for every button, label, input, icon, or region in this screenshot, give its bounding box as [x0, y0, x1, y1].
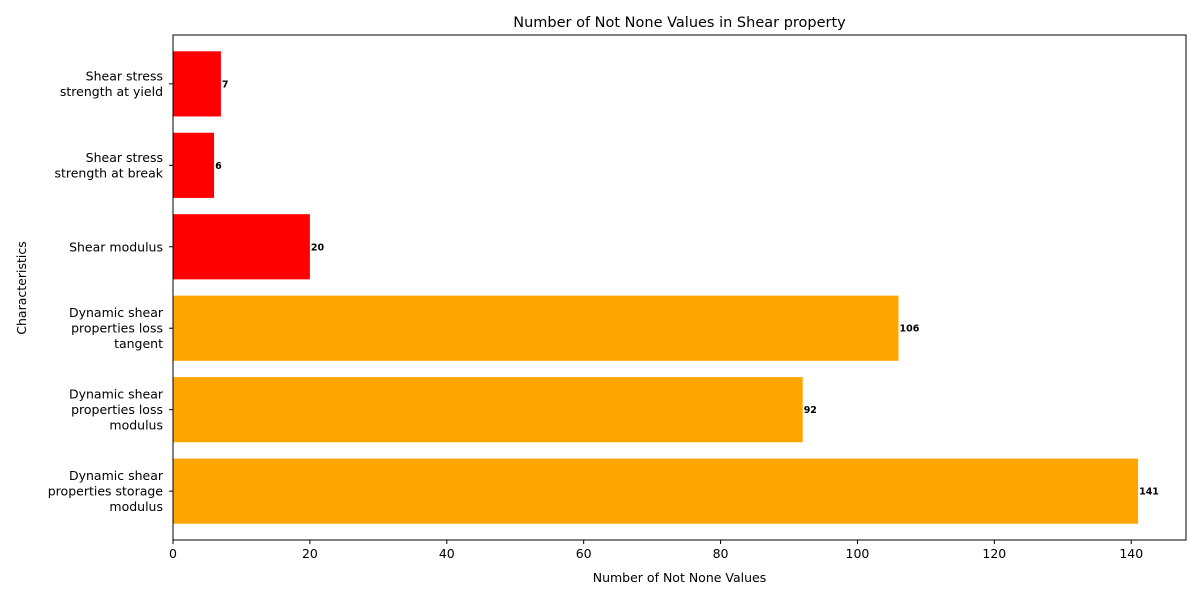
y-tick-label: tangent [114, 336, 163, 351]
bar [173, 214, 310, 280]
x-axis-label: Number of Not None Values [593, 570, 767, 585]
y-tick-label: Shear stress [86, 69, 163, 84]
bar-value-label: 20 [311, 242, 325, 253]
x-tick-label: 40 [439, 546, 455, 561]
bar [173, 51, 221, 117]
bar [173, 458, 1139, 524]
x-tick-label: 20 [302, 546, 318, 561]
y-axis-label: Characteristics [14, 241, 29, 334]
bar-value-label: 6 [215, 161, 222, 172]
bar-value-label: 92 [804, 405, 817, 416]
bar-value-label: 141 [1139, 487, 1159, 498]
y-tick-label: Shear stress [86, 150, 163, 165]
chart-title: Number of Not None Values in Shear prope… [513, 15, 846, 31]
x-tick-label: 100 [846, 546, 870, 561]
y-tick-label: modulus [109, 499, 163, 514]
y-tick-label: Dynamic shear [69, 305, 164, 320]
x-tick-label: 80 [713, 546, 729, 561]
y-tick-label: properties storage [48, 484, 164, 499]
x-tick-label: 0 [169, 546, 177, 561]
y-tick-label: modulus [109, 418, 163, 433]
x-tick-label: 120 [982, 546, 1006, 561]
x-tick-label: 140 [1119, 546, 1143, 561]
y-tick-label: Shear modulus [69, 239, 163, 254]
bar [173, 132, 215, 198]
y-tick-label: strength at yield [60, 84, 163, 99]
bar [173, 377, 803, 443]
bar-value-label: 7 [222, 79, 229, 90]
y-tick-label: properties loss [71, 402, 163, 417]
bar-value-label: 106 [900, 324, 920, 335]
y-tick-label: strength at break [54, 166, 163, 181]
y-tick-label: Dynamic shear [69, 468, 164, 483]
y-tick-label: properties loss [71, 321, 163, 336]
x-tick-label: 60 [576, 546, 592, 561]
plot-frame [172, 34, 1187, 541]
y-tick-label: Dynamic shear [69, 387, 164, 402]
bar [173, 295, 899, 361]
